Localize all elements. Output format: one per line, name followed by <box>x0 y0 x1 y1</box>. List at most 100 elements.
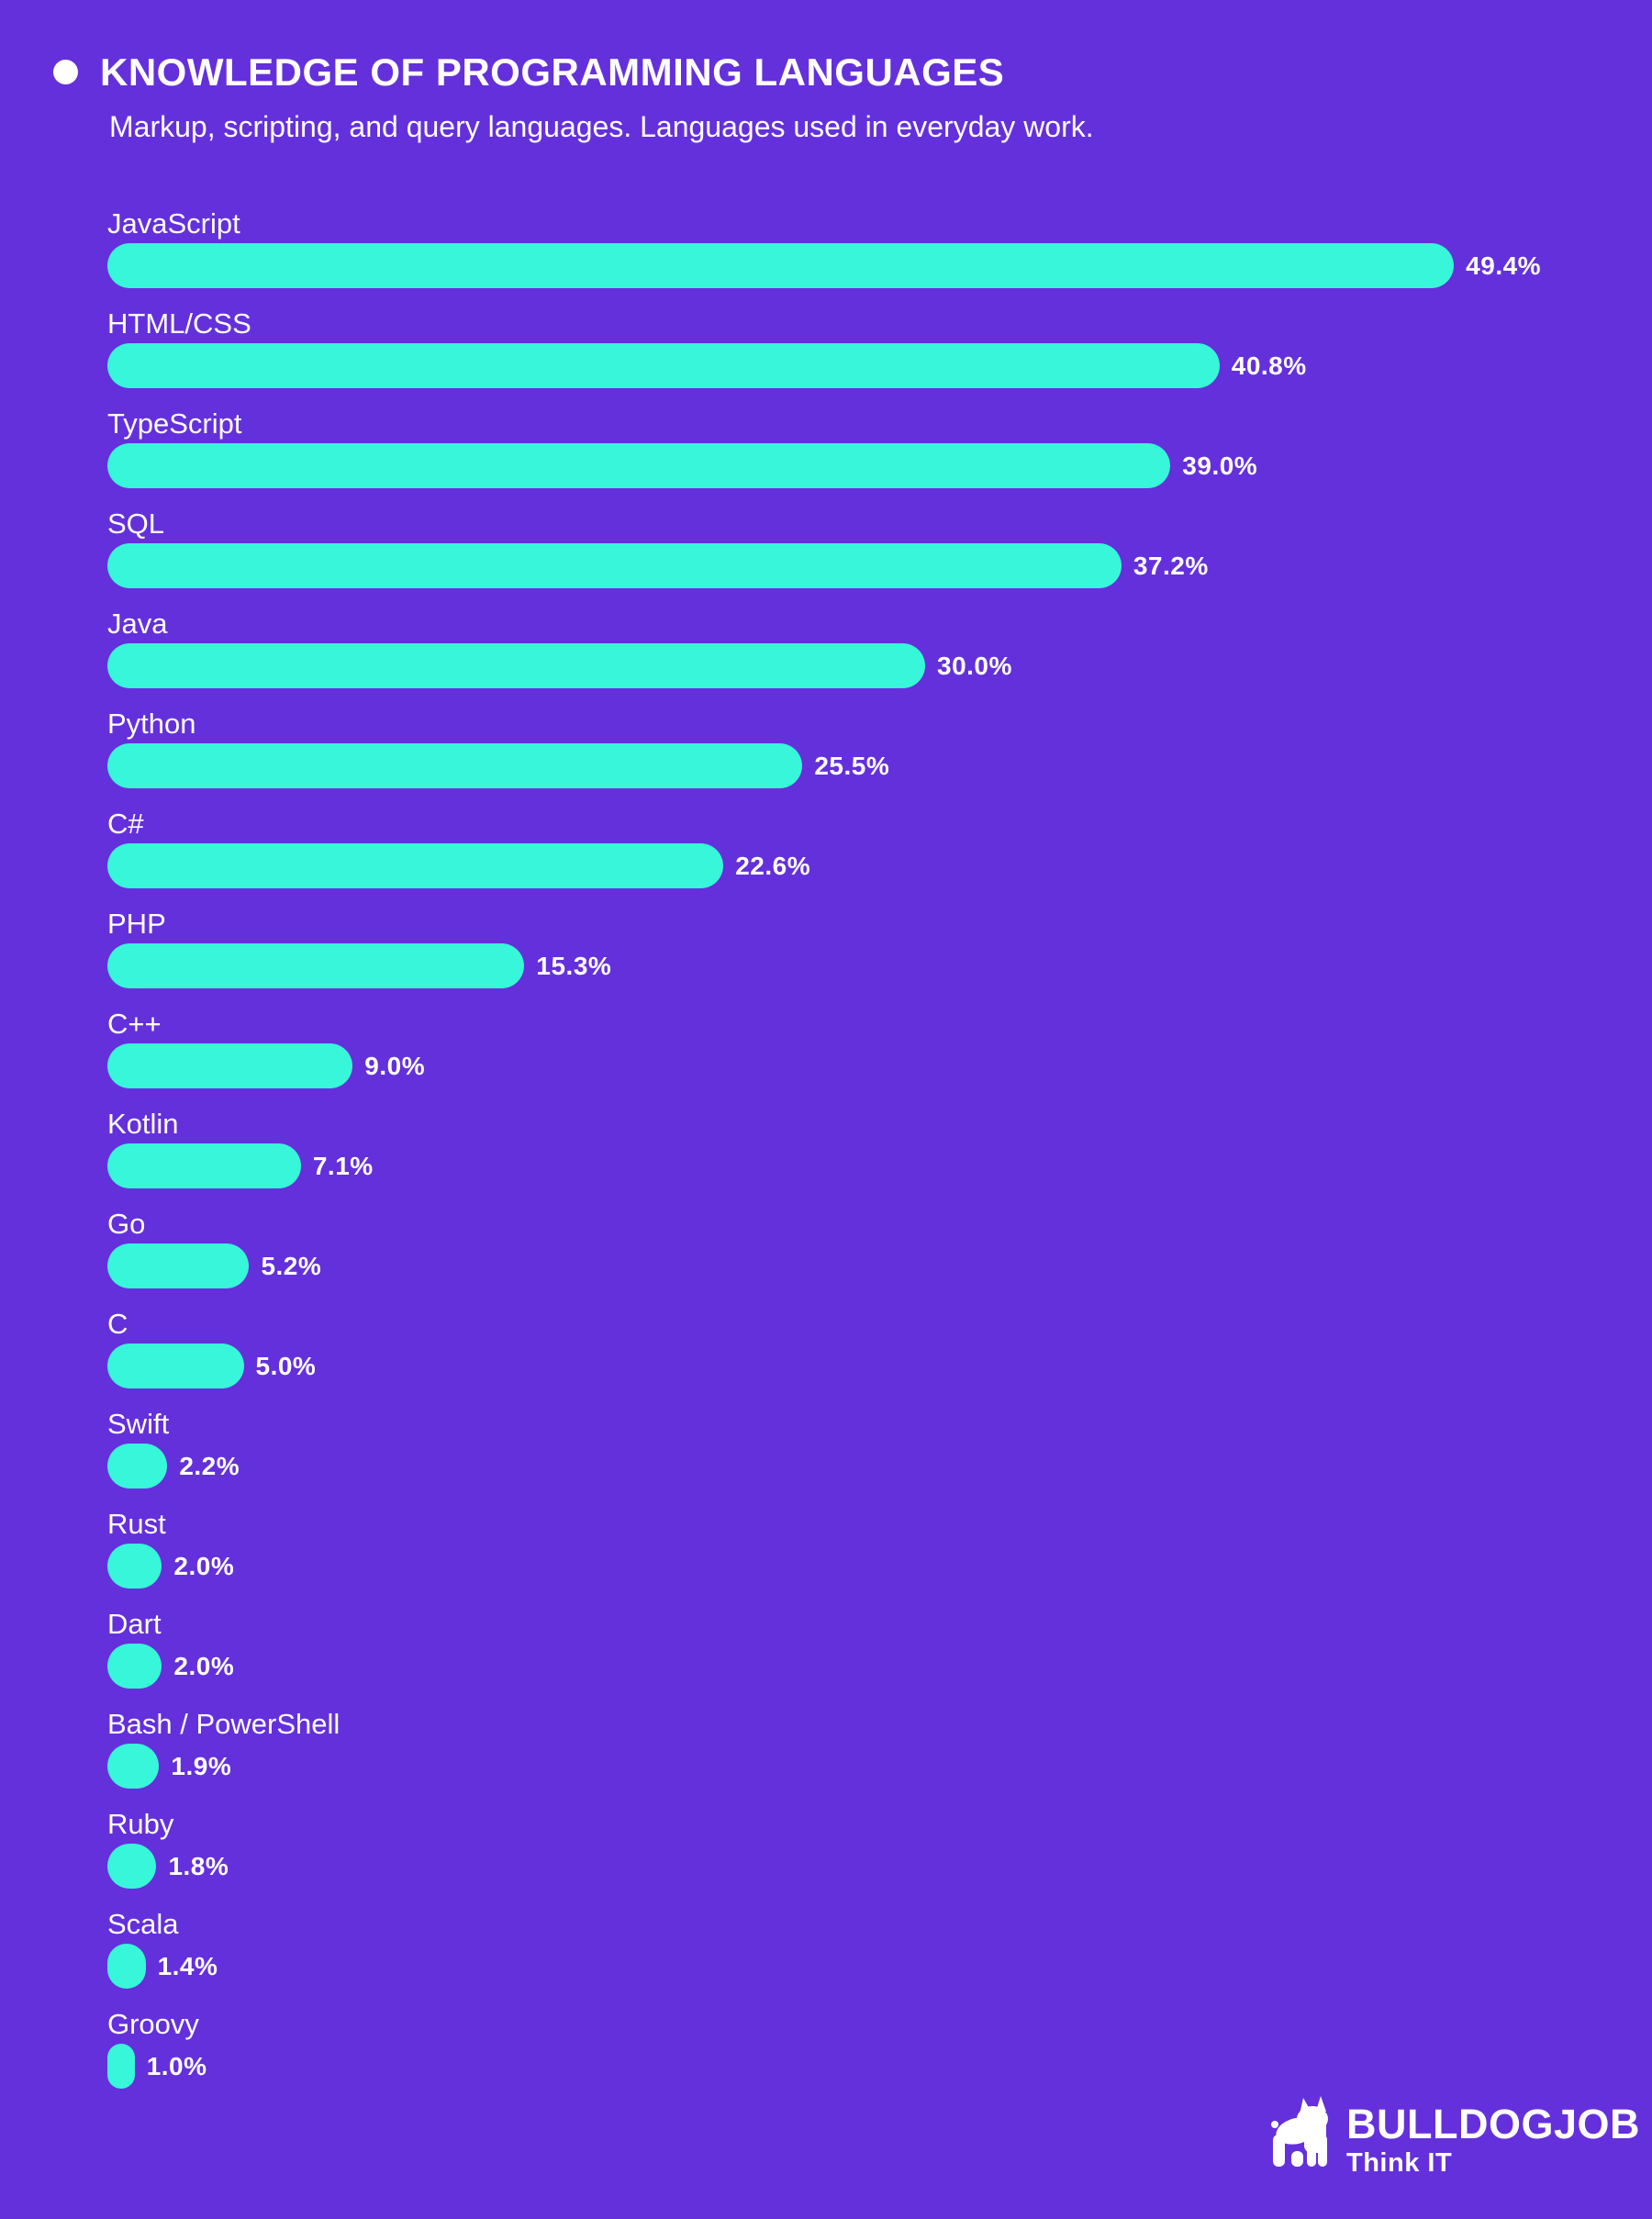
language-label: JavaScript <box>107 207 240 240</box>
page-subtitle: Markup, scripting, and query languages. … <box>109 110 1094 143</box>
language-label: TypeScript <box>107 407 242 440</box>
brand-logo: BULLDOGJOB Think IT <box>1271 2096 1640 2179</box>
language-label: C++ <box>107 1008 162 1040</box>
language-label: SQL <box>107 507 165 540</box>
language-label: HTML/CSS <box>107 307 251 340</box>
bar-line: 39.0% <box>107 443 1652 488</box>
value-label: 5.2% <box>261 1251 322 1280</box>
language-label: Dart <box>107 1608 162 1640</box>
chart-row: Dart 2.0% <box>107 1609 1652 1689</box>
bar <box>107 643 925 688</box>
bar <box>107 1043 353 1088</box>
header: KNOWLEDGE OF PROGRAMMING LANGUAGES Marku… <box>0 0 1652 145</box>
bar <box>107 343 1220 388</box>
bar <box>107 1544 162 1589</box>
value-label: 7.1% <box>312 1151 374 1180</box>
chart-row: Java 30.0% <box>107 608 1652 688</box>
value-label: 39.0% <box>1182 451 1258 480</box>
language-label: Java <box>107 608 168 640</box>
chart-row: HTML/CSS 40.8% <box>107 308 1652 388</box>
value-label: 22.6% <box>735 851 811 880</box>
bar <box>107 743 803 788</box>
value-label: 30.0% <box>937 651 1012 680</box>
bar <box>107 1944 146 1989</box>
language-label: Rust <box>107 1508 166 1540</box>
bar-line: 15.3% <box>107 943 1652 988</box>
bar <box>107 1644 162 1689</box>
bar-line: 1.8% <box>107 1844 1652 1889</box>
bar-line: 1.0% <box>107 2044 1652 2089</box>
bar <box>107 2044 135 2089</box>
bar <box>107 1243 250 1288</box>
language-label: Ruby <box>107 1808 174 1840</box>
value-label: 1.4% <box>157 1951 218 1980</box>
chart-row: Bash / PowerShell 1.9% <box>107 1709 1652 1789</box>
bar-line: 40.8% <box>107 343 1652 388</box>
value-label: 2.0% <box>173 1651 235 1680</box>
bar-line: 30.0% <box>107 643 1652 688</box>
chart-row: C# 22.6% <box>107 808 1652 888</box>
chart-row: Kotlin 7.1% <box>107 1109 1652 1188</box>
language-label: Bash / PowerShell <box>107 1708 340 1740</box>
value-label: 49.4% <box>1466 251 1542 280</box>
bar <box>107 943 525 988</box>
bar-line: 5.2% <box>107 1243 1652 1288</box>
language-label: PHP <box>107 908 166 940</box>
chart-row: C 5.0% <box>107 1309 1652 1388</box>
dot-icon <box>53 60 78 84</box>
brand-tagline: Think IT <box>1346 2148 1453 2178</box>
language-label: C <box>107 1308 128 1340</box>
language-label: Python <box>107 708 196 740</box>
bar <box>107 1344 244 1388</box>
chart-row: Groovy 1.0% <box>107 2009 1652 2089</box>
chart-row: Scala 1.4% <box>107 1909 1652 1989</box>
bar-line: 49.4% <box>107 243 1652 288</box>
value-label: 25.5% <box>814 751 890 780</box>
bar-line: 2.2% <box>107 1444 1652 1489</box>
value-label: 2.0% <box>173 1551 235 1580</box>
language-label: Groovy <box>107 2008 199 2040</box>
brand-name: BULLDOGJOB <box>1346 2101 1640 2147</box>
bar <box>107 843 724 888</box>
value-label: 15.3% <box>536 951 612 980</box>
chart-row: SQL 37.2% <box>107 508 1652 588</box>
value-label: 1.8% <box>168 1851 229 1880</box>
bar-line: 37.2% <box>107 543 1652 588</box>
value-label: 37.2% <box>1133 551 1209 580</box>
bar-line: 2.0% <box>107 1644 1652 1689</box>
bulldog-icon <box>1271 2096 1328 2167</box>
bar-chart: JavaScript 49.4% HTML/CSS 40.8% TypeScript 39… <box>107 208 1652 2089</box>
bar-line: 9.0% <box>107 1043 1652 1088</box>
bar <box>107 543 1122 588</box>
logo-text: BULLDOGJOB Think IT <box>1346 2103 1640 2179</box>
chart-row: JavaScript 49.4% <box>107 208 1652 288</box>
chart-row: C++ 9.0% <box>107 1009 1652 1088</box>
language-label: Go <box>107 1208 146 1240</box>
bar <box>107 1143 301 1188</box>
language-label: C# <box>107 808 144 840</box>
value-label: 40.8% <box>1231 351 1307 380</box>
bar-line: 1.4% <box>107 1944 1652 1989</box>
language-label: Scala <box>107 1908 179 1940</box>
value-label: 1.9% <box>171 1751 232 1780</box>
chart-row: Rust 2.0% <box>107 1509 1652 1589</box>
bar <box>107 443 1171 488</box>
bar <box>107 1444 168 1489</box>
page-title: KNOWLEDGE OF PROGRAMMING LANGUAGES <box>100 50 1005 94</box>
bar <box>107 243 1455 288</box>
language-label: Kotlin <box>107 1108 179 1140</box>
value-label: 9.0% <box>364 1051 426 1080</box>
bar-line: 2.0% <box>107 1544 1652 1589</box>
value-label: 2.2% <box>179 1451 240 1480</box>
title-row: KNOWLEDGE OF PROGRAMMING LANGUAGES <box>53 50 1652 94</box>
bar-line: 25.5% <box>107 743 1652 788</box>
value-label: 1.0% <box>146 2051 207 2080</box>
chart-row: TypeScript 39.0% <box>107 408 1652 488</box>
chart-row: Python 25.5% <box>107 708 1652 788</box>
bar-line: 5.0% <box>107 1344 1652 1388</box>
bar <box>107 1744 160 1789</box>
language-label: Swift <box>107 1408 170 1440</box>
bar-line: 1.9% <box>107 1744 1652 1789</box>
value-label: 5.0% <box>255 1351 317 1380</box>
